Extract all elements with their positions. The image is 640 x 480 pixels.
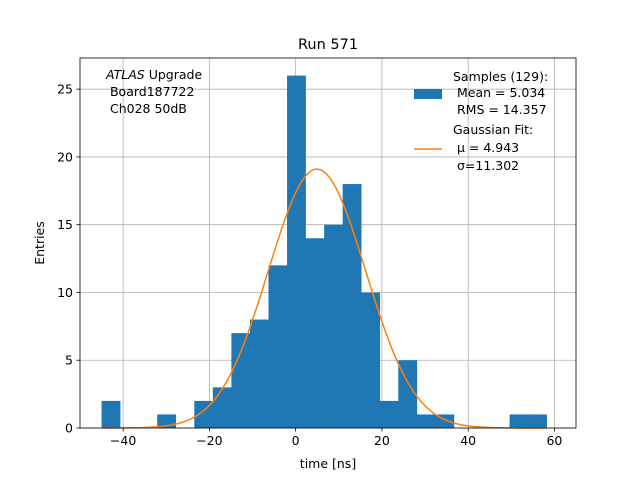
histogram-bar: [212, 387, 232, 428]
y-axis-label: Entries: [32, 221, 47, 265]
histogram-bar: [379, 400, 399, 428]
x-tick-label: 40: [460, 433, 476, 448]
histogram-bar: [249, 319, 269, 428]
annotation-line-3: Ch028 50dB: [106, 101, 187, 116]
y-tick-label: 5: [65, 353, 73, 368]
legend: Samples (129): Mean = 5.034 RMS = 14.357…: [414, 69, 548, 173]
y-tick-label: 25: [57, 82, 73, 97]
x-tick-label: −40: [110, 433, 136, 448]
histogram-bar: [361, 292, 381, 428]
legend-samples-swatch: [414, 89, 442, 99]
x-tick-label: 60: [546, 433, 562, 448]
plot-frame: [79, 57, 577, 429]
y-tick-label: 10: [57, 285, 73, 300]
y-tick-label: 15: [57, 217, 73, 232]
histogram-bars: [101, 75, 547, 428]
annotation-line-2: Board187722: [106, 84, 194, 99]
x-tick-label: −20: [196, 433, 222, 448]
histogram-bar: [528, 414, 547, 428]
legend-fit-mu: μ = 4.943: [453, 140, 519, 155]
histogram-bar: [305, 238, 325, 428]
histogram-bar: [416, 414, 436, 428]
histogram-bar: [509, 414, 529, 428]
y-tick-label: 20: [57, 149, 73, 164]
legend-fit-title: Gaussian Fit:: [453, 122, 533, 137]
histogram-bar: [342, 184, 362, 428]
gaussian-fit-curve: [101, 168, 547, 429]
y-tick-label: 0: [65, 421, 73, 436]
x-tick-label: 20: [374, 433, 390, 448]
legend-samples-mean: Mean = 5.034: [453, 85, 545, 100]
histogram-bar: [101, 400, 121, 428]
histogram-bar: [231, 333, 251, 428]
annotation-line-1: ATLAS Upgrade: [105, 67, 202, 82]
histogram-bar: [287, 75, 306, 428]
x-tick-label: 0: [292, 433, 300, 448]
legend-samples-rms: RMS = 14.357: [453, 102, 547, 117]
histogram-bar: [324, 224, 343, 428]
y-axis-ticks: 0 5 10 15 20 25: [57, 82, 80, 436]
x-axis-ticks: −40 −20 0 20 40 60: [110, 428, 562, 448]
chart-title: Run 571: [298, 37, 358, 53]
legend-samples-title: Samples (129):: [453, 69, 548, 84]
annotation-upgrade-word: Upgrade: [145, 67, 203, 82]
histogram-bar: [398, 360, 418, 428]
histogram-bar: [194, 400, 214, 428]
annotation-atlas-word: ATLAS: [105, 67, 145, 82]
x-axis-label: time [ns]: [300, 456, 356, 471]
legend-fit-sigma: σ=11.302: [453, 158, 519, 173]
atlas-annotation: ATLAS Upgrade Board187722 Ch028 50dB: [105, 67, 202, 116]
histogram-bar: [268, 265, 288, 428]
